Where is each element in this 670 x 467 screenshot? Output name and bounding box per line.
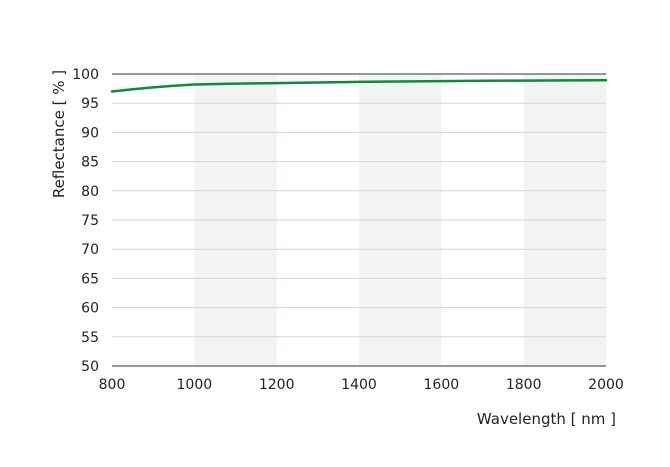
y-tick-label-60: 60 [81,301,99,317]
x-axis-label: Wavelength [ nm ] [477,410,616,428]
x-tick-label-1200: 1200 [259,377,295,393]
y-tick-label-70: 70 [81,242,99,258]
axes [112,73,606,367]
x-tick-label-1600: 1600 [424,377,460,393]
y-tick-label-85: 85 [81,155,99,171]
x-tick-label-800: 800 [99,377,126,393]
y-tick-label-55: 55 [81,330,99,346]
y-tick-label-90: 90 [81,125,99,141]
x-tick-labels: 800 1000 1200 1400 1600 1800 2000 [99,377,624,393]
y-tick-label-80: 80 [81,184,99,200]
y-tick-label-100: 100 [72,67,99,83]
y-tick-labels: 100 95 90 85 80 75 70 65 60 55 50 [72,67,99,375]
y-tick-label-65: 65 [81,271,99,287]
x-tick-label-1400: 1400 [341,377,377,393]
x-tick-label-1800: 1800 [506,377,542,393]
gridlines [112,102,606,338]
y-tick-label-95: 95 [81,96,99,112]
y-axis-label: Reflectance [ % ] [50,70,68,198]
series-line-0 [110,78,608,93]
y-tick-label-75: 75 [81,213,99,229]
x-tick-label-1000: 1000 [177,377,213,393]
x-tick-label-2000: 2000 [588,377,624,393]
y-tick-label-50: 50 [81,359,99,375]
data-series [110,78,608,93]
